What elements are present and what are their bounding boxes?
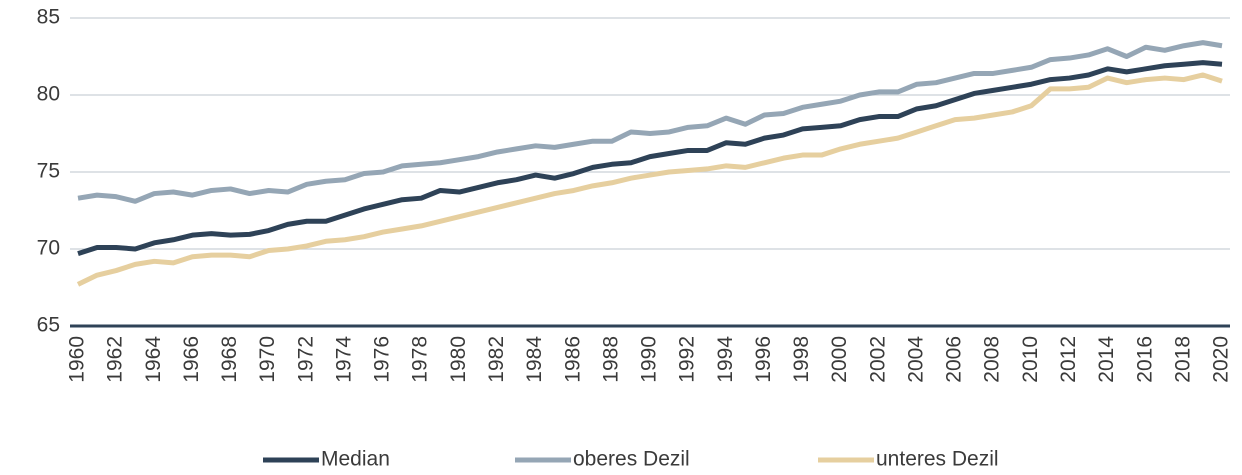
y-tick-label: 70 [37,237,60,260]
x-tick-label: 1972 [294,336,317,383]
x-tick-label: 1978 [409,336,432,383]
x-tick-label: 1976 [371,336,394,383]
x-tick-label: 2012 [1057,336,1080,383]
x-tick-label: 1994 [714,336,737,383]
x-tick-label: 2014 [1095,336,1118,383]
x-tick-label: 1960 [66,336,89,383]
x-tick-label: 2008 [981,336,1004,383]
x-tick-label: 1988 [599,336,622,383]
x-tick-label: 1992 [676,336,699,383]
series-line [77,60,1223,256]
y-tick-label: 75 [37,160,60,183]
x-tick-label: 1964 [142,336,165,383]
x-tick-label: 2016 [1133,336,1156,383]
series-line [77,40,1223,204]
x-tick-label: 1962 [104,336,127,383]
series-line [76,72,1223,287]
x-tick-label: 1986 [561,336,584,383]
y-tick-label: 80 [37,83,60,106]
x-tick-label: 1998 [790,336,813,383]
x-tick-label: 1990 [638,336,661,383]
x-tick-label: 2006 [943,336,966,383]
x-tick-label: 2018 [1171,336,1194,383]
x-tick-label: 1968 [218,336,241,383]
x-tick-label: 1982 [485,336,508,383]
x-tick-label: 2020 [1210,336,1233,383]
x-tick-label: 2010 [1019,336,1042,383]
x-tick-label: 2000 [828,336,851,383]
y-tick-label: 65 [37,314,60,337]
x-tick-label: 1974 [332,336,355,383]
x-tick-label: 1996 [752,336,775,383]
x-tick-label: 2002 [866,336,889,383]
x-tick-label: 1966 [180,336,203,383]
x-tick-label: 1970 [256,336,279,383]
legend-label: Median [321,448,390,471]
x-tick-label: 1984 [523,336,546,383]
x-tick-label: 1980 [447,336,470,383]
y-tick-label: 85 [37,6,60,29]
legend-label: oberes Dezil [573,448,690,471]
x-tick-label: 2004 [904,336,927,383]
legend-label: unteres Dezil [876,448,999,471]
